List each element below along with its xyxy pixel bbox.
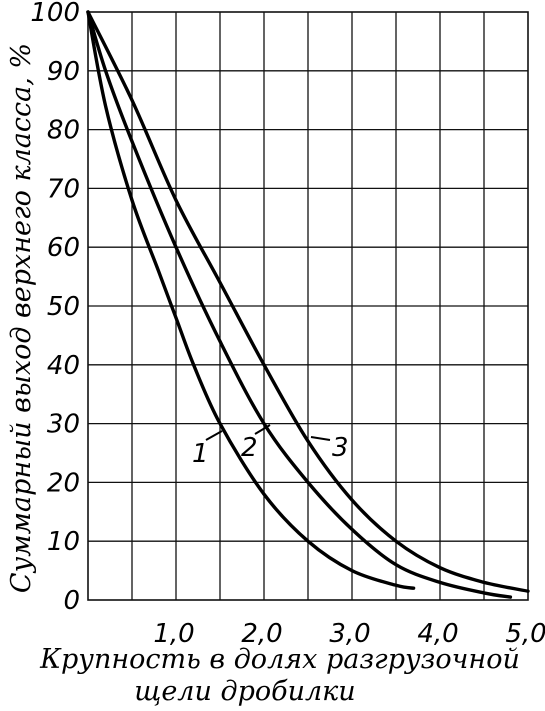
curve-2 — [86, 10, 513, 599]
y-tick-label: 70 — [47, 174, 80, 204]
x-tick-label: 1,0 — [153, 619, 194, 649]
y-tick-label: 30 — [47, 410, 80, 440]
curve-2-leader — [254, 424, 271, 435]
plot-frame — [87, 11, 529, 601]
x-tick-label: 5,0 — [505, 619, 545, 649]
curve-3 — [86, 10, 530, 593]
curve-1-label: 1 — [192, 439, 209, 469]
curve-3-leader — [310, 436, 331, 441]
x-tick-label: 4,0 — [417, 619, 458, 649]
y-tick-label: 50 — [47, 292, 80, 322]
x-tick-label: 2,0 — [241, 619, 282, 649]
y-tick-label: 60 — [47, 233, 80, 263]
curve-labels: 1 2 3 — [192, 424, 349, 469]
y-tick-label: 20 — [47, 468, 80, 498]
y-axis-label: Суммарный выход верхнего класса, % — [6, 43, 37, 593]
x-axis-label-line-2: щели дробилки — [134, 676, 355, 707]
curve-1-leader — [205, 430, 223, 441]
tick-labels: 0 10 20 30 40 50 60 70 80 90 100 1,0 2,0 3,0 4,0 5,0 — [30, 0, 545, 649]
y-tick-label: 90 — [47, 57, 80, 87]
y-tick-label: 100 — [30, 0, 80, 28]
x-tick-label: 3,0 — [329, 619, 370, 649]
y-tick-label: 10 — [47, 527, 80, 557]
curve-3-label: 3 — [332, 433, 349, 463]
x-axis-label-line-1: Крупность в долях разгрузочной — [39, 644, 520, 675]
y-tick-label: 40 — [47, 351, 80, 381]
y-tick-label: 80 — [47, 116, 80, 146]
curve-2-label: 2 — [241, 433, 258, 463]
grid — [88, 12, 528, 600]
curve-1 — [86, 10, 416, 590]
y-tick-label: 0 — [63, 586, 80, 616]
